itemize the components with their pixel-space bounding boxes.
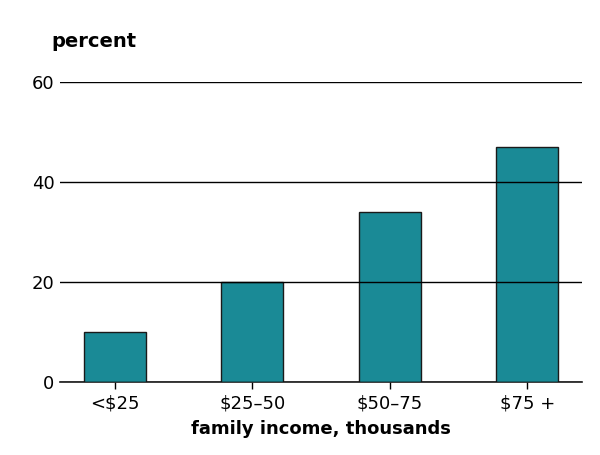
Bar	[84, 332, 146, 382]
Bar	[221, 282, 283, 382]
Text: percent: percent	[51, 32, 136, 51]
Bar	[496, 147, 558, 382]
Bar	[359, 212, 421, 382]
X-axis label: family income, thousands: family income, thousands	[191, 420, 451, 438]
